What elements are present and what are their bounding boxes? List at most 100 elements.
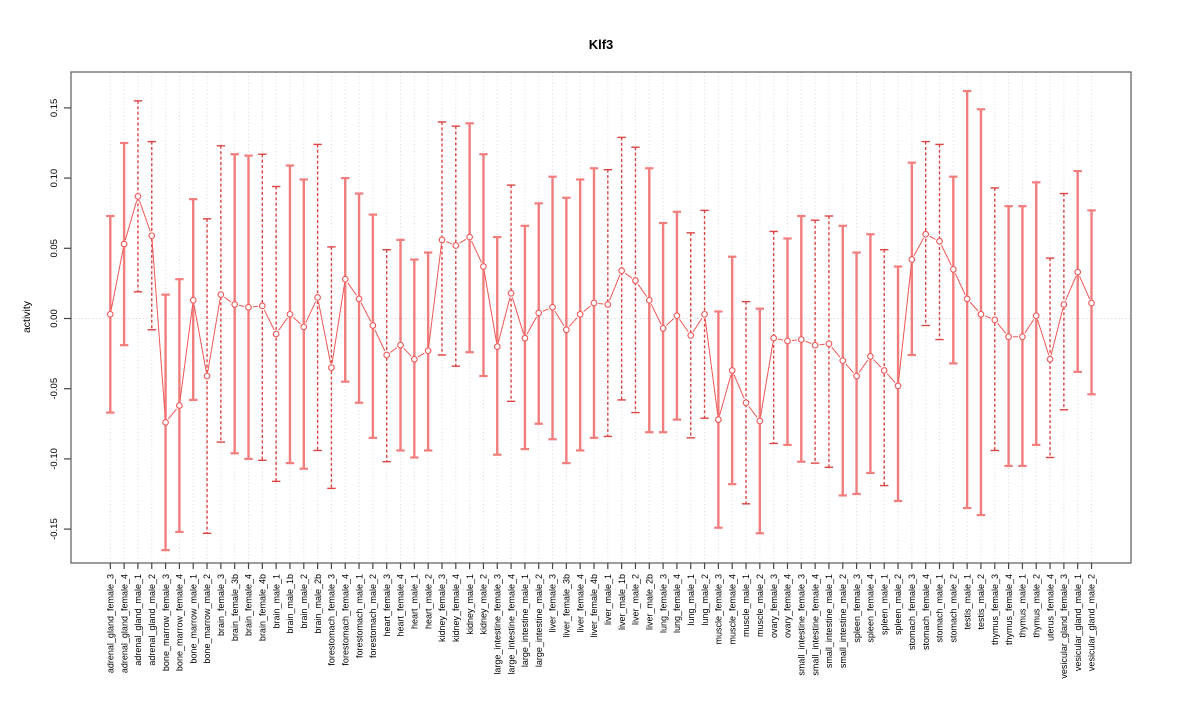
data-point — [784, 337, 791, 345]
x-tick-label: brain_female_3 — [216, 574, 226, 636]
data-point — [590, 299, 598, 307]
data-point — [355, 295, 363, 303]
errorbar-adrenal_gland_male_1 — [133, 100, 143, 293]
data-point — [535, 309, 543, 317]
data-point — [410, 355, 418, 363]
x-tick-label: liver_male_2 — [631, 574, 641, 625]
series-segment — [969, 301, 979, 312]
x-tick-label: bone_marrow_female_4 — [175, 574, 185, 671]
series-segment — [124, 200, 138, 241]
x-tick-label: forestomach_male_2 — [368, 574, 378, 658]
series-segment — [819, 343, 825, 346]
x-tick-label: small_intestine_male_1 — [824, 574, 834, 668]
series-line — [110, 200, 1091, 420]
data-point — [258, 302, 266, 310]
series-segment — [1037, 319, 1050, 356]
series-segment — [511, 297, 525, 335]
series-segment — [1079, 275, 1091, 300]
series-segment — [760, 342, 774, 417]
x-axis: adrenal_gland_female_3 adrenal_gland_fema… — [106, 563, 1097, 679]
x-tick-label: stomach_female_3 — [907, 574, 917, 650]
series-segment — [997, 322, 1007, 334]
x-tick-label: liver_female_4b — [589, 574, 599, 638]
x-tick-label: muscle_female_3 — [714, 574, 724, 645]
errorbar-kidney_female_3 — [437, 121, 447, 356]
series-segment — [374, 329, 386, 352]
series-segment — [263, 309, 275, 331]
x-tick-label: lung_female_3 — [658, 574, 668, 633]
series-segment — [360, 302, 372, 322]
series-segment — [389, 347, 398, 353]
data-point — [521, 334, 529, 342]
data-point — [452, 242, 460, 249]
data-point — [977, 310, 985, 318]
series-segment — [624, 272, 633, 279]
data-point — [797, 336, 805, 343]
error-bars — [106, 89, 1096, 552]
errorbar-lung_male_1 — [686, 232, 695, 439]
x-tick-label: kidney_female_4 — [451, 574, 461, 642]
x-tick-label: brain_male_2 — [299, 574, 309, 629]
data-point — [314, 294, 321, 301]
data-point — [963, 295, 971, 303]
series-segment — [598, 303, 604, 305]
data-point — [576, 310, 584, 318]
series-segment — [238, 304, 245, 307]
x-tick-label: thymus_female_3 — [990, 574, 1000, 645]
x-tick-label: spleen_male_2 — [893, 574, 903, 635]
series-segment — [151, 240, 166, 419]
series-segment — [873, 359, 882, 368]
data-point — [383, 351, 391, 359]
series-segment — [497, 297, 511, 343]
x-tick-label: vesicular_gland_male_2 — [1087, 574, 1097, 671]
x-tick-label: large_intestine_male_1 — [520, 574, 530, 667]
series-segment — [193, 304, 207, 372]
data-point — [880, 367, 888, 374]
series-segment — [278, 317, 288, 331]
x-tick-label: stomach_male_1 — [935, 574, 945, 643]
x-tick-label: forestomach_male_1 — [354, 574, 364, 658]
x-tick-label: liver_female_3 — [548, 574, 558, 633]
data-point — [604, 301, 612, 308]
data-point — [106, 310, 114, 318]
series-segment — [748, 405, 758, 418]
errorbar-spleen_male_1 — [880, 249, 889, 487]
data-point — [438, 236, 446, 244]
x-tick-label: liver_male_2b — [644, 574, 654, 630]
series-segment — [179, 304, 194, 402]
y-tick-label: -0.05 — [49, 378, 60, 400]
series-segment — [898, 263, 912, 382]
data-point — [272, 330, 280, 338]
x-tick-label: kidney_male_2 — [479, 574, 489, 635]
data-point — [1074, 268, 1082, 276]
y-tick-label: -0.10 — [49, 448, 60, 470]
series-segment — [417, 352, 425, 358]
series-segment — [704, 318, 719, 416]
x-tick-label: brain_female_3b — [230, 574, 240, 641]
x-tick-label: spleen_female_3 — [852, 574, 862, 643]
x-tick-label: uterus_female_4 — [1045, 574, 1055, 641]
errorbar-muscle_male_1 — [741, 300, 751, 505]
data-point — [563, 326, 570, 334]
series-segment — [459, 238, 467, 244]
series-segment — [526, 316, 538, 335]
x-tick-label: adrenal_gland_female_4 — [119, 574, 129, 673]
data-point — [991, 316, 999, 324]
x-tick-label: brain_female_4 — [244, 574, 254, 636]
series-segment — [805, 340, 812, 344]
series-segment — [692, 317, 703, 332]
errorbar-small_intestine_female_4 — [810, 219, 820, 464]
series-segment — [252, 305, 258, 308]
data-point — [1032, 312, 1040, 320]
data-point — [659, 324, 667, 332]
series-segment — [913, 237, 925, 256]
chart-title: Klf3 — [589, 37, 614, 52]
series-segment — [1050, 308, 1064, 356]
x-tick-label: muscle_male_2 — [755, 574, 765, 637]
data-point — [507, 289, 515, 297]
data-point — [424, 347, 432, 355]
data-point — [673, 312, 681, 320]
errorbar-heart_female_3 — [382, 249, 391, 463]
gridlines — [109, 72, 1093, 563]
series-segment — [886, 373, 896, 383]
